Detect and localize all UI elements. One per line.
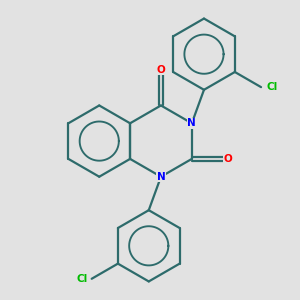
Text: Cl: Cl bbox=[77, 274, 88, 284]
Text: N: N bbox=[188, 118, 196, 128]
Text: O: O bbox=[223, 154, 232, 164]
Text: Cl: Cl bbox=[266, 82, 278, 92]
Text: N: N bbox=[157, 172, 165, 182]
Text: O: O bbox=[157, 65, 165, 75]
